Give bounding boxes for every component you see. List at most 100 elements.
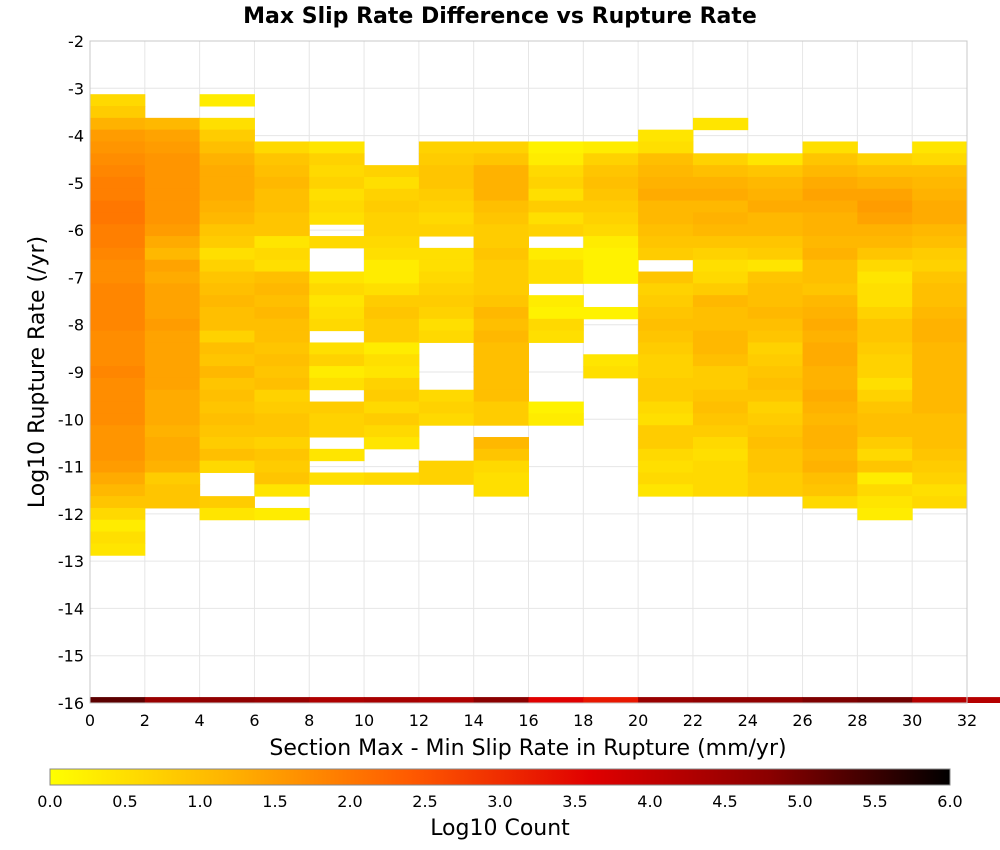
heatmap-cell xyxy=(309,377,365,391)
heatmap-cell xyxy=(309,318,365,332)
heatmap-cell xyxy=(802,342,858,355)
heatmap-cell xyxy=(857,188,913,202)
x-tick-label: 4 xyxy=(195,711,205,730)
heatmap-cell xyxy=(528,271,584,284)
heatmap-cell xyxy=(912,176,968,190)
heatmap-cell xyxy=(418,389,475,403)
heatmap-cell xyxy=(638,448,694,462)
heatmap-cell xyxy=(912,413,968,426)
heatmap-cell xyxy=(473,318,529,332)
heatmap-cell xyxy=(199,224,255,237)
heatmap-cell xyxy=(364,295,420,308)
y-tick-label: -2 xyxy=(68,32,84,51)
x-tick-label: 14 xyxy=(464,711,484,730)
heatmap-cell xyxy=(583,271,639,284)
heatmap-cell xyxy=(199,212,255,225)
heatmap-cell xyxy=(473,188,529,202)
heatmap-cell xyxy=(90,413,146,426)
heatmap-cell xyxy=(692,283,749,296)
x-tick-label: 12 xyxy=(409,711,429,730)
heatmap-cell xyxy=(254,259,310,273)
heatmap-cell xyxy=(857,318,913,332)
heatmap-cell xyxy=(692,224,749,237)
heatmap-cell xyxy=(199,236,255,249)
heatmap-cell xyxy=(857,259,913,273)
heatmap-cell xyxy=(638,425,694,438)
heatmap-cell xyxy=(473,153,529,166)
x-tick-label: 30 xyxy=(902,711,922,730)
heatmap-cell xyxy=(747,389,804,403)
heatmap-cell xyxy=(692,330,749,343)
heatmap-cell xyxy=(638,236,694,249)
heatmap-cell xyxy=(199,366,255,379)
heatmap-cell xyxy=(144,165,201,178)
colorbar-tick-label: 4.5 xyxy=(712,792,737,811)
heatmap-cell xyxy=(254,401,310,414)
colorbar-tick-label: 3.5 xyxy=(562,792,587,811)
heatmap-cell xyxy=(144,247,201,261)
heatmap-cell xyxy=(528,224,584,237)
heatmap-cell xyxy=(692,271,749,284)
heatmap-cell xyxy=(144,342,201,355)
heatmap-cell xyxy=(309,448,365,462)
heatmap-cell-bottom xyxy=(857,697,913,703)
heatmap-cell xyxy=(199,448,255,462)
heatmap-cell xyxy=(912,484,968,497)
heatmap-cell xyxy=(747,425,804,438)
heatmap-cell xyxy=(364,271,420,284)
heatmap-cell xyxy=(692,472,749,485)
heatmap-cell xyxy=(692,437,749,450)
heatmap-cell xyxy=(418,259,475,273)
heatmap-cell xyxy=(199,188,255,202)
heatmap-cell xyxy=(857,330,913,343)
heatmap-cell xyxy=(364,330,420,343)
heatmap-cell xyxy=(802,354,858,367)
x-tick-label: 22 xyxy=(683,711,703,730)
heatmap-cell xyxy=(199,129,255,142)
heatmap-cell xyxy=(583,212,639,225)
heatmap-cell xyxy=(802,247,858,261)
heatmap-cell xyxy=(692,366,749,379)
heatmap-cell xyxy=(802,425,858,438)
heatmap-cell xyxy=(199,413,255,426)
heatmap-cell xyxy=(254,366,310,379)
heatmap-cell xyxy=(473,413,529,426)
heatmap-cell xyxy=(418,165,475,178)
heatmap-cell xyxy=(528,259,584,273)
heatmap-cell xyxy=(857,366,913,379)
y-tick-label: -3 xyxy=(68,79,84,98)
heatmap-cell xyxy=(90,472,146,485)
heatmap-cell xyxy=(692,176,749,190)
colorbar-tick-label: 0.5 xyxy=(112,792,137,811)
heatmap-cell xyxy=(692,212,749,225)
heatmap-cell xyxy=(583,236,639,249)
heatmap-cell xyxy=(473,271,529,284)
heatmap-cell xyxy=(747,271,804,284)
heatmap-cell xyxy=(692,354,749,367)
heatmap-cell xyxy=(90,188,146,202)
heatmap-cell xyxy=(912,259,968,273)
heatmap-cell xyxy=(638,401,694,414)
heatmap-cell xyxy=(802,366,858,379)
heatmap-cell xyxy=(912,283,968,296)
heatmap-cell xyxy=(90,295,146,308)
heatmap-cell xyxy=(254,200,310,213)
heatmap-cell xyxy=(528,188,584,202)
heatmap-cell xyxy=(912,425,968,438)
heatmap-cell xyxy=(309,413,365,426)
heatmap-cell xyxy=(254,437,310,450)
heatmap-cell xyxy=(857,224,913,237)
heatmap-cell xyxy=(802,448,858,462)
heatmap-cell xyxy=(747,224,804,237)
heatmap-cell xyxy=(90,306,146,320)
heatmap-cell xyxy=(692,401,749,414)
heatmap-cell xyxy=(583,354,639,367)
heatmap-cell xyxy=(90,401,146,414)
heatmap-cell xyxy=(473,236,529,249)
heatmap-cell xyxy=(638,437,694,450)
heatmap-cell xyxy=(692,188,749,202)
heatmap-cell xyxy=(857,354,913,367)
heatmap-cell xyxy=(90,247,146,261)
heatmap-cell xyxy=(638,306,694,320)
heatmap-cell xyxy=(418,472,475,485)
